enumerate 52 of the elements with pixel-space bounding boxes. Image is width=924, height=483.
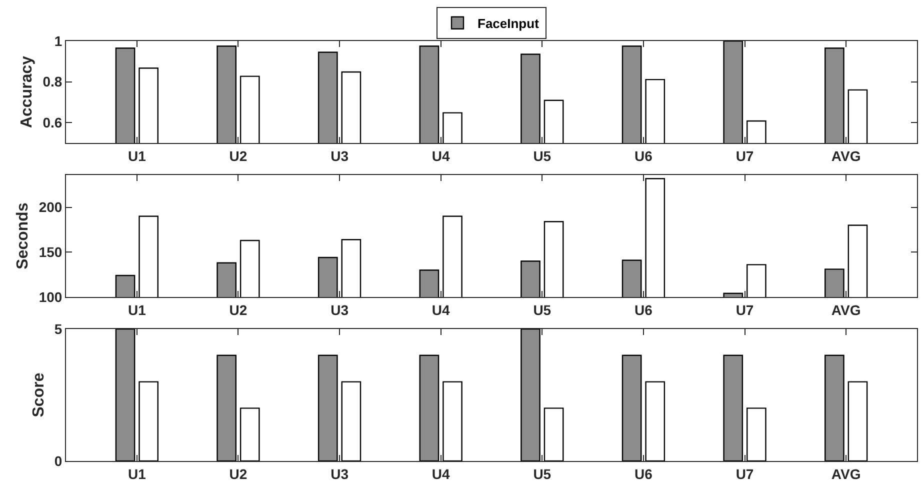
- y-tick-label: 5: [54, 320, 62, 337]
- x-tick-label: U3: [330, 302, 349, 318]
- bar: [115, 329, 136, 461]
- x-tick-label: U7: [736, 148, 754, 164]
- x-tick-label: U5: [533, 148, 552, 164]
- y-axis-title: Accuracy: [18, 56, 36, 128]
- y-tick-label: 0.8: [42, 74, 62, 90]
- x-tick-label: U6: [634, 148, 653, 164]
- bar: [318, 354, 338, 461]
- x-tick-label: U3: [330, 466, 349, 482]
- y-tick-label: 0.6: [42, 114, 62, 130]
- bar: [622, 354, 642, 461]
- bar: [138, 381, 158, 461]
- x-tick-label: AVG: [831, 466, 861, 482]
- x-tick-label: U5: [533, 302, 552, 318]
- x-tick-label: U7: [736, 466, 754, 482]
- x-tick-label: U7: [736, 302, 754, 318]
- x-tick-label: U5: [533, 466, 552, 482]
- bar: [544, 408, 564, 461]
- bar: [216, 354, 236, 461]
- bar: [746, 408, 766, 461]
- bar: [723, 354, 744, 461]
- y-tick-label: 200: [38, 199, 62, 216]
- bar: [419, 354, 440, 461]
- x-tick-label: U2: [229, 302, 248, 318]
- x-tick-label: U1: [128, 302, 146, 318]
- bar: [824, 354, 844, 461]
- x-tick-label: AVG: [831, 148, 861, 164]
- x-tick-label: U2: [229, 148, 248, 164]
- bar: [848, 381, 868, 461]
- legend-label: FaceInput: [478, 16, 540, 31]
- x-tick-label: U6: [634, 466, 653, 482]
- bar: [442, 381, 462, 461]
- x-tick-label: U4: [432, 148, 450, 164]
- y-tick-label: 1: [54, 32, 62, 49]
- bar: [520, 329, 540, 461]
- bar: [240, 408, 260, 461]
- x-tick-label: U6: [634, 302, 653, 318]
- y-tick-label: 100: [38, 288, 62, 305]
- y-tick-label: 150: [38, 244, 62, 260]
- x-tick-label: U1: [128, 466, 146, 482]
- x-tick-label: U1: [128, 148, 146, 164]
- x-tick-label: U2: [229, 466, 248, 482]
- y-tick-label: 0: [54, 452, 62, 469]
- x-tick-label: U3: [330, 148, 349, 164]
- x-tick-label: U4: [432, 302, 450, 318]
- x-tick-label: U4: [432, 466, 450, 482]
- y-axis-title: Seconds: [14, 202, 32, 270]
- y-axis-title: Score: [30, 372, 48, 418]
- x-tick-label: AVG: [831, 302, 861, 318]
- bar: [341, 381, 362, 461]
- bar: [645, 381, 666, 461]
